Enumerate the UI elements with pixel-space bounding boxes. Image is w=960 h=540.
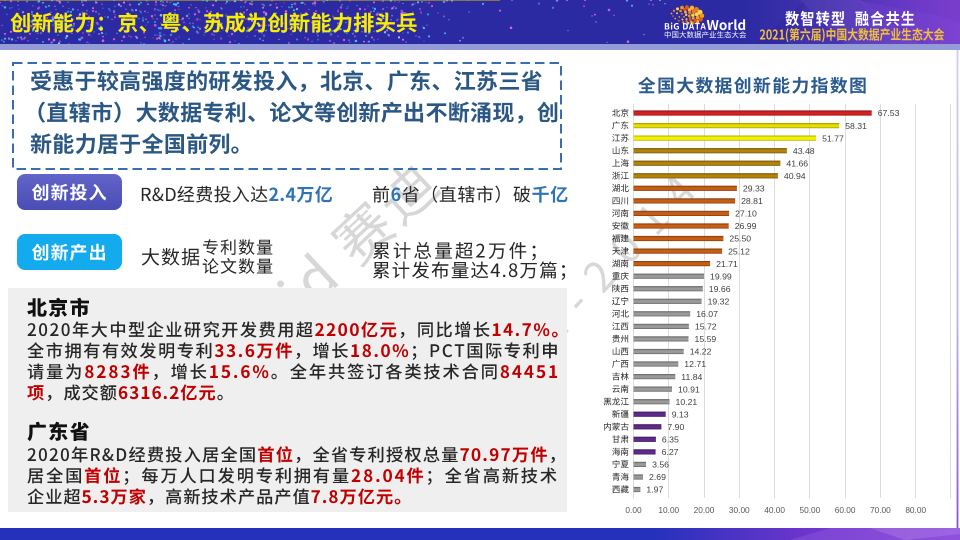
svg-text:10.91: 10.91 (678, 384, 700, 394)
svg-text:51.77: 51.77 (822, 133, 844, 143)
svg-text:41.66: 41.66 (786, 158, 808, 168)
svg-text:19.99: 19.99 (710, 271, 732, 281)
svg-text:40.94: 40.94 (784, 171, 806, 181)
svg-text:16.07: 16.07 (696, 309, 718, 319)
svg-text:10.21: 10.21 (676, 397, 698, 407)
svg-text:14.22: 14.22 (690, 347, 712, 357)
svg-text:67.53: 67.53 (878, 108, 900, 118)
svg-text:28.81: 28.81 (741, 196, 763, 206)
svg-text:58.31: 58.31 (845, 121, 867, 131)
svg-text:70.00: 70.00 (870, 505, 891, 515)
svg-text:30.00: 30.00 (729, 505, 750, 515)
svg-text:9.13: 9.13 (672, 409, 689, 419)
svg-text:15.59: 15.59 (695, 334, 717, 344)
svg-text:29.33: 29.33 (743, 184, 765, 194)
svg-text:12.71: 12.71 (684, 359, 706, 369)
svg-text:27.10: 27.10 (735, 209, 757, 219)
svg-text:80.00: 80.00 (905, 505, 926, 515)
svg-text:7.90: 7.90 (667, 422, 684, 432)
svg-text:40.00: 40.00 (764, 505, 785, 515)
svg-text:43.48: 43.48 (793, 146, 815, 156)
svg-text:10.00: 10.00 (658, 505, 679, 515)
svg-text:19.32: 19.32 (708, 297, 730, 307)
svg-text:21.71: 21.71 (716, 259, 738, 269)
svg-text:60.00: 60.00 (835, 505, 856, 515)
svg-text:1.97: 1.97 (646, 485, 663, 495)
svg-text:50.00: 50.00 (800, 505, 821, 515)
svg-text:11.84: 11.84 (681, 372, 702, 382)
svg-text:19.66: 19.66 (709, 284, 731, 294)
svg-text:0.00: 0.00 (625, 505, 642, 515)
svg-text:6.35: 6.35 (662, 435, 679, 445)
svg-text:25.12: 25.12 (728, 246, 750, 256)
svg-text:20.00: 20.00 (694, 505, 715, 515)
svg-text:15.72: 15.72 (695, 322, 717, 332)
svg-text:3.56: 3.56 (652, 460, 669, 470)
svg-text:2.69: 2.69 (649, 472, 666, 482)
svg-text:26.99: 26.99 (735, 221, 757, 231)
svg-text:25.50: 25.50 (729, 234, 751, 244)
svg-text:6.27: 6.27 (662, 447, 679, 457)
